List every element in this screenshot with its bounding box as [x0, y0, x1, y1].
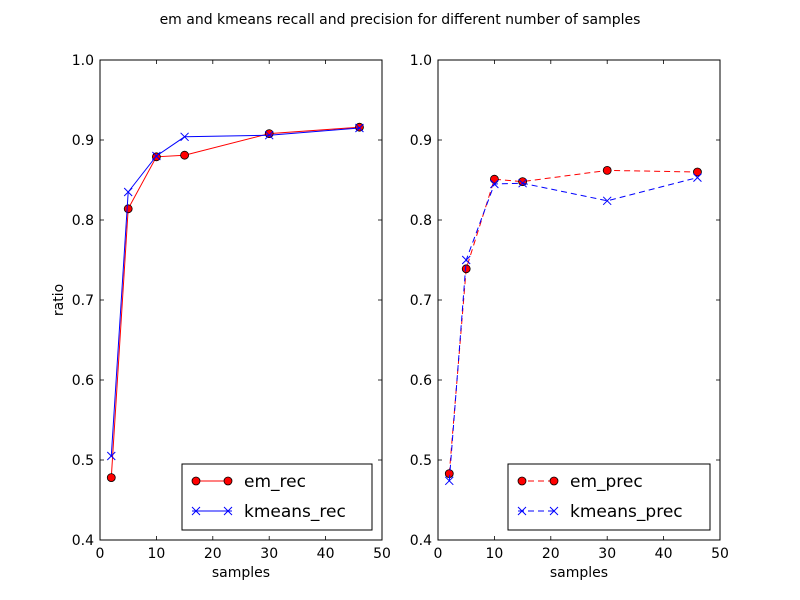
y-tick-label: 0.4 [72, 533, 94, 549]
legend-label: em_prec [570, 472, 643, 492]
legend-label: kmeans_rec [244, 502, 346, 522]
legend-marker [549, 506, 559, 516]
data-point [180, 132, 189, 142]
x-tick-label: 30 [598, 546, 616, 562]
x-tick-label: 0 [434, 546, 443, 562]
x-tick-label: 0 [96, 546, 105, 562]
y-tick-label: 0.8 [410, 213, 432, 229]
data-point [693, 173, 702, 182]
recall-panel: 0 10 20 30 40 50 0.4 0.5 0.6 0.7 0.8 0.9 1.0 samples r… [51, 53, 391, 581]
legend-marker [223, 506, 233, 516]
data-point [264, 129, 274, 139]
data-point [355, 122, 364, 132]
series-em_prec [444, 165, 702, 479]
y-tick-label: 0.7 [72, 293, 94, 309]
y-tick-label: 0.9 [72, 133, 94, 149]
y-tick-label: 0.7 [410, 293, 432, 309]
data-point [461, 264, 471, 274]
series-kmeans_rec [106, 123, 364, 461]
legend-label: em_rec [244, 472, 306, 492]
legend-marker [191, 476, 201, 486]
series-line [448, 177, 698, 481]
y-tick-label: 0.8 [72, 213, 94, 229]
legend-box [507, 463, 711, 531]
series-kmeans_prec [444, 173, 702, 486]
x-tick-label: 10 [147, 546, 165, 562]
legend-marker [549, 476, 559, 486]
data-point [264, 130, 274, 140]
legend: em_prec kmeans_prec [507, 463, 711, 531]
data-point [602, 165, 612, 175]
legend-label: kmeans_prec [570, 502, 683, 522]
y-tick-label: 1.0 [72, 53, 94, 69]
x-axis-label: samples [212, 565, 270, 581]
data-point [106, 473, 116, 483]
figure-title: em and kmeans recall and precision for d… [160, 12, 641, 28]
data-point [152, 151, 161, 161]
legend-marker [223, 476, 233, 486]
data-point [518, 178, 527, 188]
x-tick-label: 40 [655, 546, 673, 562]
y-tick-label: 0.6 [72, 373, 94, 389]
precision-panel: 0 10 20 30 40 50 0.4 0.5 0.6 0.7 0.8 0.9 1.0 samples e… [410, 53, 729, 581]
axes-frame [437, 59, 721, 541]
legend-marker [517, 476, 527, 486]
series-line [110, 126, 360, 478]
data-point [123, 187, 133, 197]
data-point [693, 167, 702, 177]
data-point [489, 174, 499, 184]
series-line [448, 169, 698, 474]
x-tick-label: 10 [485, 546, 503, 562]
y-tick-label: 0.4 [410, 533, 432, 549]
data-point [180, 150, 190, 160]
x-tick-label: 40 [317, 546, 335, 562]
x-tick-label: 20 [542, 546, 560, 562]
data-point [490, 179, 499, 189]
legend-marker [191, 506, 201, 516]
y-tick-label: 0.5 [410, 453, 432, 469]
x-tick-label: 30 [260, 546, 278, 562]
legend-marker [517, 506, 527, 516]
data-point [106, 451, 116, 461]
data-point [518, 177, 527, 187]
legend: em_rec kmeans_rec [181, 463, 373, 531]
legend-box [181, 463, 373, 531]
y-tick-label: 1.0 [410, 53, 432, 69]
x-axis-label: samples [550, 565, 608, 581]
x-tick-label: 50 [711, 546, 729, 562]
data-point [602, 196, 612, 206]
data-point [355, 123, 364, 133]
y-tick-label: 0.9 [410, 133, 432, 149]
x-tick-label: 50 [373, 546, 391, 562]
y-tick-label: 0.6 [410, 373, 432, 389]
data-point [123, 204, 133, 214]
data-point [444, 476, 454, 486]
y-axis-label: ratio [51, 284, 67, 316]
x-tick-label: 20 [204, 546, 222, 562]
data-point [461, 255, 471, 265]
series-line [110, 127, 360, 457]
axes-frame [99, 59, 383, 541]
y-tick-label: 0.5 [72, 453, 94, 469]
